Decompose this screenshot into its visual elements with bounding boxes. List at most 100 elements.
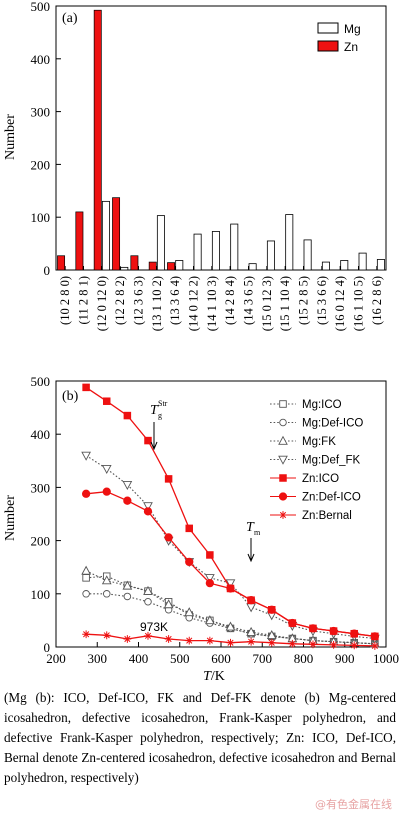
- legend-label-zn-bernal: Zn:Bernal: [302, 510, 352, 522]
- data-point-mg-fk: [143, 585, 153, 595]
- legend-a: Mg Zn: [317, 22, 361, 54]
- legend-swatch-zn: [317, 40, 339, 52]
- data-point-zn-bernal: [185, 636, 194, 645]
- data-point-mg-def-ico: [82, 590, 90, 598]
- x-tick-label-a: (12 3 6 3): [132, 276, 146, 325]
- plot-area-b: 0 100 200 300 400 500 200 300 400 500 600 700 800 900…: [31, 374, 400, 666]
- x-tick-label-a: (11 2 8 1): [77, 276, 91, 325]
- data-point-zn-ico: [102, 397, 111, 405]
- x-tick-label-a: (16 2 8 6): [370, 276, 384, 325]
- svg-text:T: T: [246, 520, 255, 535]
- bar-mg: [193, 233, 202, 271]
- bar-mg: [340, 260, 349, 271]
- x-tick-label-b: 400: [129, 651, 149, 666]
- annotation-tm: T m: [246, 520, 261, 563]
- data-point-mg-fk: [225, 621, 236, 631]
- bar-mg: [358, 252, 367, 271]
- x-tick-label-b: 700: [253, 651, 273, 666]
- data-point-zn-bernal: [102, 631, 111, 640]
- bar-zn: [93, 9, 102, 271]
- bar-mg: [376, 259, 385, 271]
- legend-marker-mg-def-ico: [279, 418, 287, 427]
- bar-mg: [303, 239, 312, 271]
- data-point-zn-ico: [206, 551, 214, 559]
- y-tick-label-b: 300: [31, 480, 51, 495]
- data-point-mg-def-fk: [205, 574, 215, 584]
- legend-label-mg-ico: Mg:ICO: [302, 399, 342, 411]
- y-tick-label-b: 200: [31, 534, 51, 549]
- data-point-zn-bernal: [267, 638, 276, 647]
- data-point-zn-def-ico: [143, 507, 153, 516]
- data-point-zn-bernal: [226, 638, 235, 647]
- data-point-mg-fk: [246, 626, 256, 636]
- data-point-zn-bernal: [82, 630, 91, 639]
- data-point-mg-def-ico: [102, 590, 111, 598]
- legend-marker-mg-fk: [278, 435, 288, 445]
- bar-mg: [266, 240, 275, 271]
- panel-label-b: (b): [62, 389, 79, 404]
- bar-mg: [101, 200, 110, 271]
- svg-text:Str: Str: [158, 399, 168, 408]
- bar-zn: [167, 262, 176, 271]
- x-tick-label-a: (14 2 8 4): [223, 276, 237, 325]
- data-point-mg-fk: [101, 575, 112, 585]
- annotation-973k: 973K: [140, 620, 168, 634]
- data-point-zn-ico: [164, 475, 173, 483]
- x-tick-label-a: (14 1 10 3): [205, 276, 219, 331]
- legend-marker-mg-ico: [279, 400, 287, 408]
- svg-text:m: m: [254, 528, 261, 537]
- data-point-mg-def-fk: [246, 603, 256, 613]
- data-point-zn-def-ico: [81, 489, 91, 498]
- x-tick-label-a: (12 0 12 0): [95, 276, 109, 331]
- y-tick-label-a: 0: [44, 263, 51, 278]
- y-tick-label-a: 300: [31, 105, 51, 120]
- y-tick-label-b: 100: [31, 587, 51, 602]
- x-tick-label-a: (13 3 6 4): [168, 276, 182, 325]
- x-tick-label-a: (15 1 10 4): [278, 276, 292, 331]
- data-point-zn-bernal: [247, 637, 256, 646]
- data-point-zn-bernal: [144, 631, 152, 640]
- x-tick-label-a: (14 0 12 2): [187, 276, 201, 331]
- legend-label-mg-def-ico: Mg:Def-ICO: [302, 418, 363, 430]
- y-tick-label-b: 0: [44, 640, 51, 655]
- data-point-zn-bernal: [350, 641, 359, 650]
- data-point-zn-def-ico: [288, 618, 297, 628]
- x-tick-label-a: (15 2 8 5): [297, 276, 311, 325]
- data-point-mg-def-ico: [123, 592, 132, 601]
- x-tick-label-a: (16 0 12 4): [333, 276, 347, 331]
- x-tick-label-b: 300: [88, 651, 108, 666]
- y-tick-label-a: 100: [31, 210, 51, 225]
- data-point-zn-def-ico: [185, 557, 194, 567]
- legend-b: Mg:ICO Mg:Def-ICO Mg:FK Mg:Def_FK Zn:ICO Zn:D…: [270, 399, 363, 522]
- bar-mg: [285, 214, 294, 271]
- data-point-mg-fk: [81, 565, 91, 575]
- x-axis-label-b: T/K: [203, 669, 225, 684]
- data-point-zn-def-ico: [350, 629, 359, 638]
- bar-zn: [57, 255, 66, 271]
- data-point-zn-ico: [123, 411, 132, 420]
- data-point-zn-bernal: [123, 635, 132, 643]
- x-tick-label-a: (15 3 6 6): [315, 276, 329, 325]
- data-point-zn-ico: [185, 524, 193, 533]
- data-point-zn-ico: [82, 383, 90, 392]
- data-point-zn-bernal: [288, 639, 297, 648]
- data-point-mg-ico: [82, 574, 90, 582]
- x-tick-label-b: 200: [46, 651, 66, 666]
- legend-swatch-mg: [317, 22, 339, 34]
- y-tick-label-b: 400: [31, 427, 51, 442]
- data-point-mg-def-fk: [225, 579, 236, 589]
- x-tick-label-a: (13 1 10 2): [150, 276, 164, 331]
- svg-text:T: T: [150, 403, 159, 418]
- bar-mg: [175, 260, 184, 271]
- legend-label-mg-fk: Mg:FK: [302, 436, 336, 448]
- data-point-zn-ico: [144, 436, 152, 445]
- data-point-zn-bernal: [205, 636, 214, 645]
- panel-label-a: (a): [62, 11, 78, 26]
- data-point-zn-def-ico: [123, 496, 132, 505]
- y-axis-label-b: Number: [3, 495, 18, 541]
- x-tick-label-b: 600: [211, 651, 231, 666]
- data-point-zn-def-ico: [329, 626, 338, 636]
- bar-zn: [130, 255, 139, 271]
- data-point-mg-fk: [122, 580, 133, 590]
- line-chart-panel-b: 0 100 200 300 400 500 200 300 400 500 600 700 800 900…: [3, 374, 400, 684]
